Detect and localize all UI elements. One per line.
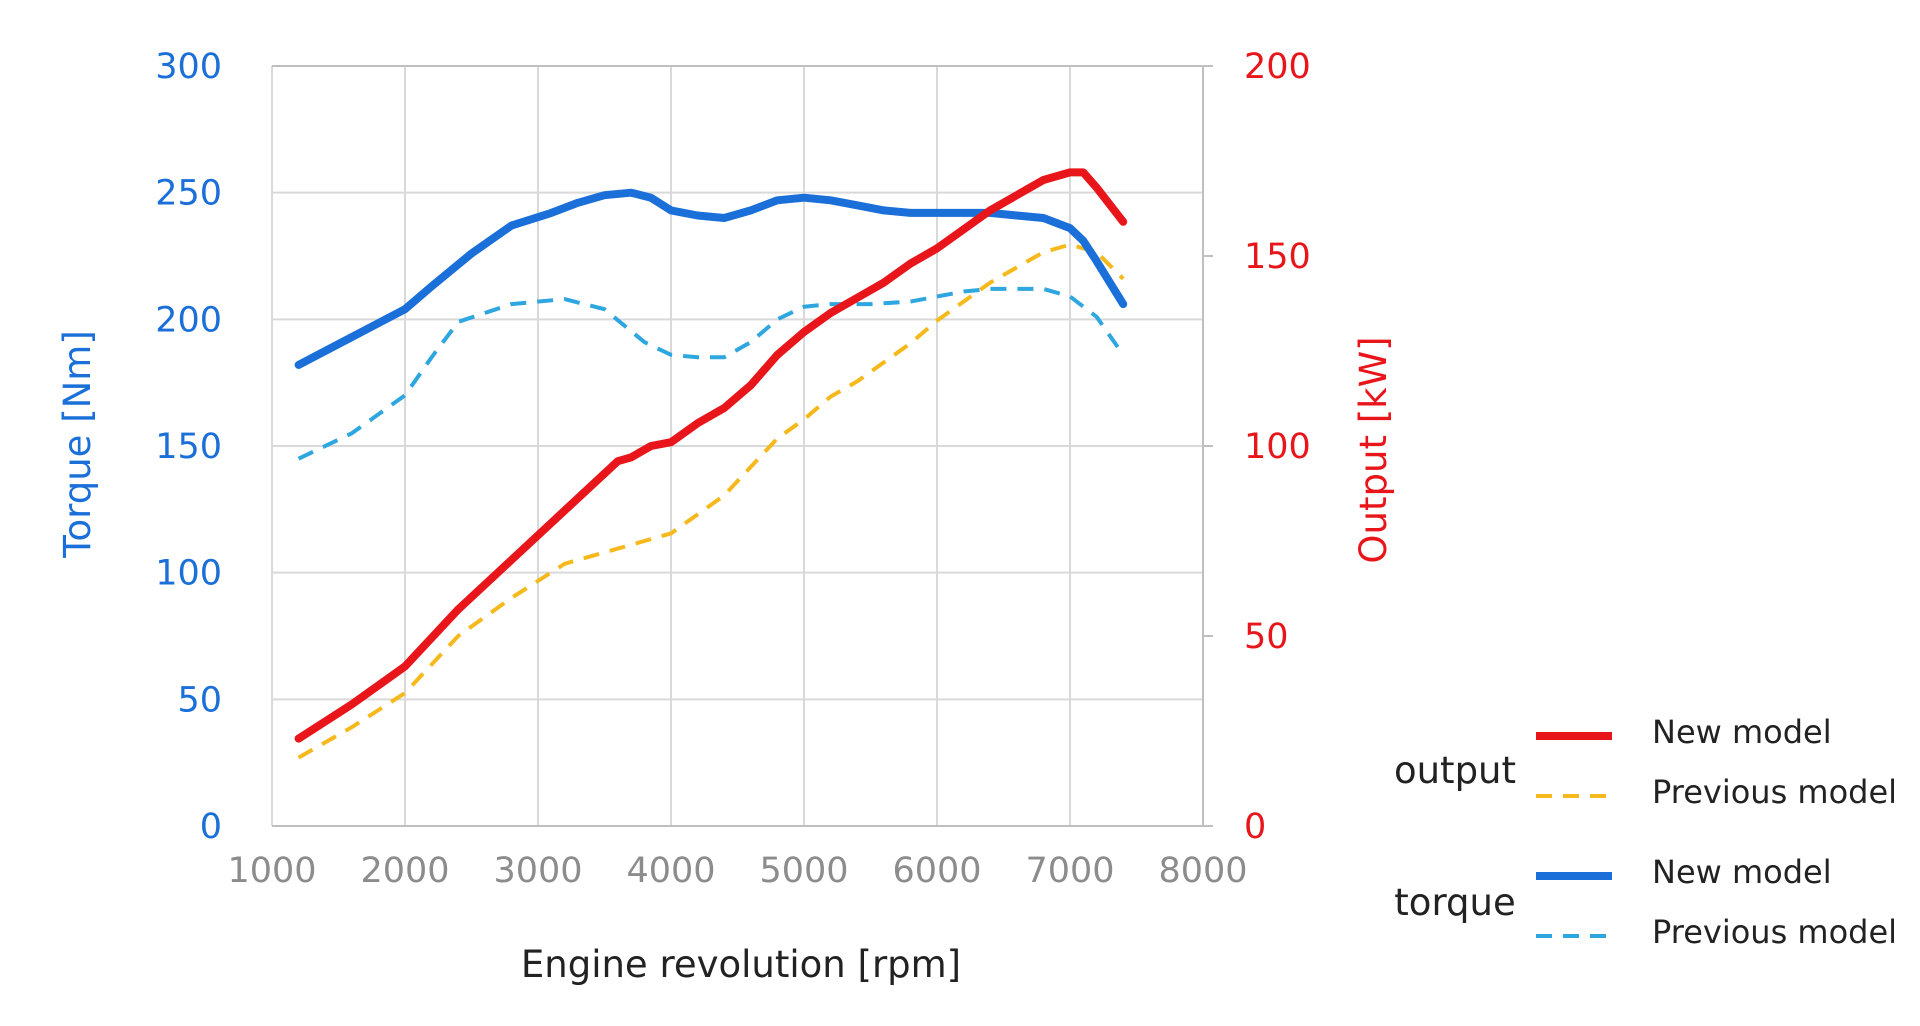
right-y-tick-label: 50: [1244, 617, 1289, 657]
left-y-tick-label: 50: [177, 680, 222, 720]
legend-group-torque: torque: [1394, 881, 1515, 924]
left-y-tick-label: 0: [200, 807, 222, 847]
legend-label-torque-new: New model: [1652, 853, 1832, 891]
right-y-tick-label: 0: [1244, 807, 1266, 847]
x-tick-label: 6000: [892, 851, 981, 891]
x-tick-label: 3000: [493, 851, 582, 891]
right-y-tick-label: 150: [1244, 237, 1311, 277]
series-line-output-new: [294, 168, 1128, 743]
series-lines: [294, 168, 1128, 760]
x-axis-title: Engine revolution [rpm]: [521, 943, 961, 986]
x-tick-label: 1000: [227, 851, 316, 891]
right-y-tick-label: 200: [1244, 47, 1311, 87]
legend-label-output-previous: Previous model: [1652, 773, 1897, 811]
left-y-tick-label: 300: [155, 47, 222, 87]
left-y-axis-title: Torque [Nm]: [56, 330, 99, 559]
left-y-tick-label: 200: [155, 300, 222, 340]
left-y-tick-label: 250: [155, 174, 222, 214]
right-y-axis-title: Output [kW]: [1352, 336, 1395, 563]
left-y-tick-label: 150: [155, 427, 222, 467]
legend-group-output: output: [1394, 749, 1516, 792]
grid: [271, 65, 1204, 827]
legend-label-torque-previous: Previous model: [1652, 913, 1897, 951]
x-tick-label: 5000: [759, 851, 848, 891]
x-tick-label: 8000: [1158, 851, 1247, 891]
x-tick-label: 2000: [360, 851, 449, 891]
series-line-torque-previous: [297, 286, 1125, 461]
series-line-output-previous: [297, 242, 1125, 760]
series-line-torque-new: [294, 188, 1128, 369]
legend: output New model Previous model torque N…: [1394, 713, 1897, 951]
left-y-tick-label: 100: [155, 554, 222, 594]
axis-ticks: 1000 2000 3000 4000 5000 6000 7000 800005010015…: [155, 47, 1311, 891]
x-tick-label: 4000: [626, 851, 715, 891]
legend-label-output-new: New model: [1652, 713, 1832, 751]
x-tick-label: 7000: [1025, 851, 1114, 891]
right-y-tick-label: 100: [1244, 427, 1311, 467]
